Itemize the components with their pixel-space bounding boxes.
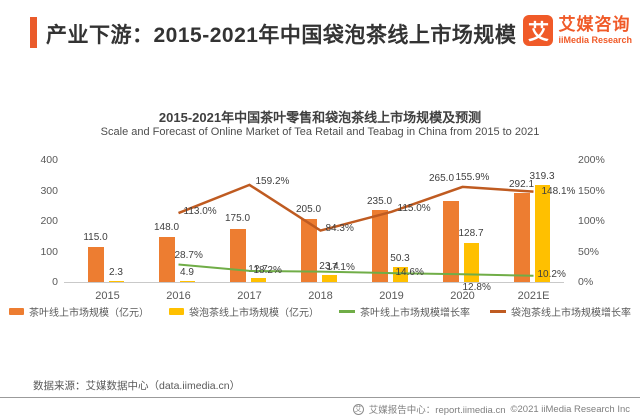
- line-value-label: 17.1%: [326, 261, 355, 273]
- legend-label: 袋泡茶线上市场规模增长率: [511, 308, 631, 319]
- x-axis-line: [64, 282, 564, 283]
- bar-tea: [513, 192, 530, 282]
- line-value-label: 28.7%: [174, 250, 203, 262]
- title-accent-bar: [30, 17, 37, 48]
- bar-value-label: 12.7: [248, 264, 268, 276]
- x-axis-label: 2019: [379, 290, 404, 302]
- line-tea-growth: [178, 263, 534, 277]
- line-value-label: 155.9%: [455, 171, 490, 183]
- legend-label: 袋泡茶线上市场规模（亿元）: [189, 308, 319, 319]
- x-axis-label: 2020: [450, 290, 475, 302]
- line-teabag-growth: [178, 183, 534, 232]
- x-axis-label: 2021E: [517, 290, 550, 302]
- bar-value-label: 292.1: [508, 178, 535, 190]
- legend-item: 茶叶线上市场规模增长率: [339, 304, 470, 319]
- footer-copyright: ©2021 iiMedia Research Inc: [510, 403, 630, 415]
- right-axis-tick: 150%: [578, 184, 605, 197]
- x-axis-label: 2017: [237, 290, 262, 302]
- iimedia-badge-icon: 艾: [352, 403, 364, 415]
- footer-report-link[interactable]: 艾媒报告中心：report.iimedia.cn: [368, 405, 506, 416]
- bar-teabag: [392, 266, 408, 282]
- x-axis-label: 2016: [166, 290, 191, 302]
- legend-swatch: [9, 308, 24, 315]
- bar-teabag: [250, 278, 266, 282]
- left-axis-tick: 400: [40, 154, 58, 166]
- legend-item: 茶叶线上市场规模（亿元）: [9, 304, 149, 319]
- line-value-label: 14.6%: [395, 267, 424, 279]
- legend-label: 茶叶线上市场规模增长率: [360, 308, 470, 319]
- bar-value-label: 235.0: [366, 196, 393, 208]
- bar-tea: [158, 236, 175, 282]
- bar-value-label: 23.4: [319, 260, 339, 272]
- line-value-label: 115.0%: [397, 202, 431, 214]
- line-value-label: 18.2%: [253, 264, 282, 276]
- line-value-label: 10.2%: [537, 268, 566, 280]
- bar-value-label: 265.0: [428, 173, 455, 185]
- legend-item: 袋泡茶线上市场规模（亿元）: [169, 304, 319, 319]
- bar-value-label: 2.3: [109, 267, 123, 278]
- legend-swatch: [339, 310, 355, 313]
- legend-label: 茶叶线上市场规模（亿元）: [29, 308, 149, 319]
- left-axis-tick: 300: [40, 184, 58, 197]
- chart-legend: 茶叶线上市场规模（亿元） 袋泡茶线上市场规模（亿元） 茶叶线上市场规模增长率 袋泡茶线…: [0, 304, 640, 319]
- bar-value-label: 115.0: [83, 231, 108, 243]
- footer-divider: [0, 397, 640, 398]
- bar-value-label: 128.7: [458, 227, 484, 239]
- bar-teabag: [534, 184, 550, 282]
- bar-tea: [300, 219, 317, 282]
- bar-value-label: 148.0: [153, 221, 180, 233]
- iimedia-logo: 艾 艾媒咨询 iiMedia Research: [523, 15, 632, 46]
- bar-tea: [87, 246, 104, 282]
- bar-teabag: [108, 281, 124, 282]
- iimedia-logo-icon: 艾: [523, 15, 554, 46]
- legend-swatch: [490, 310, 506, 313]
- logo-name-cn: 艾媒咨询: [558, 15, 631, 34]
- bar-value-label: 4.9: [180, 266, 194, 278]
- line-value-label: 159.2%: [255, 175, 290, 187]
- bar-value-label: 319.3: [529, 170, 555, 182]
- slide-footer: 艾 艾媒报告中心：report.iimedia.cn ©2021 iiMedia…: [352, 402, 630, 416]
- x-axis-label: 2015: [95, 290, 120, 302]
- bar-value-label: 205.0: [295, 204, 322, 216]
- bar-teabag: [321, 274, 337, 282]
- bar-teabag: [463, 242, 479, 282]
- line-value-label: 84.3%: [325, 222, 354, 234]
- left-axis-tick: 100: [40, 245, 58, 258]
- page-title: 产业下游：2015-2021年中国袋泡茶线上市场规模: [46, 24, 517, 47]
- line-value-label: 113.0%: [183, 206, 217, 218]
- x-axis-label: 2018: [308, 290, 333, 302]
- bar-value-label: 50.3: [390, 252, 410, 264]
- bar-tea: [371, 210, 388, 282]
- legend-swatch: [169, 308, 184, 315]
- bar-tea: [442, 201, 459, 282]
- left-axis-tick: 0: [52, 276, 58, 288]
- left-axis-tick: 200: [40, 215, 58, 227]
- chart-subtitle: Scale and Forecast of Online Market of T…: [100, 126, 540, 138]
- chart-title: 2015-2021年中国茶叶零售和袋泡茶线上市场规模及预测: [158, 110, 482, 125]
- line-value-label: 148.1%: [541, 185, 576, 197]
- iimedia-logo-text: 艾媒咨询 iiMedia Research: [558, 16, 632, 45]
- legend-item: 袋泡茶线上市场规模增长率: [490, 304, 631, 319]
- right-axis-tick: 50%: [578, 245, 600, 258]
- right-axis-tick: 200%: [578, 154, 605, 166]
- bar-value-label: 175.0: [224, 212, 251, 224]
- right-axis-tick: 0%: [578, 276, 594, 288]
- bar-teabag: [179, 280, 195, 282]
- line-value-label: 12.8%: [462, 282, 491, 294]
- source-note: 数据来源：艾媒数据中心（data.iimedia.cn）: [33, 380, 241, 392]
- logo-name-en: iiMedia Research: [558, 35, 632, 45]
- right-axis-tick: 100%: [578, 215, 605, 227]
